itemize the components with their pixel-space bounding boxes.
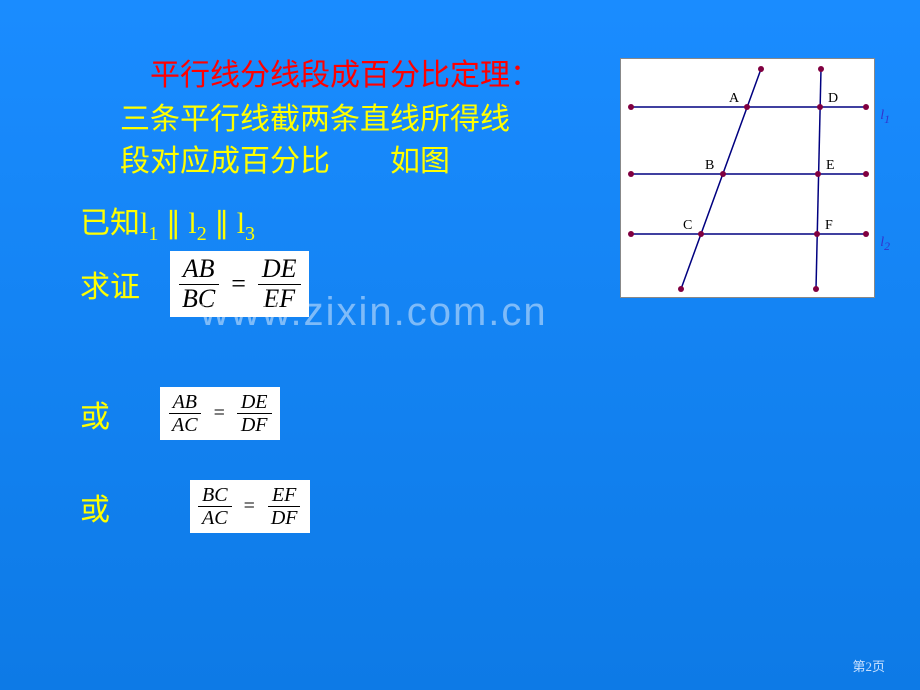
subtitle-line2: 段对应成百分比 如图 xyxy=(120,145,450,178)
equals-sign: = xyxy=(210,402,229,425)
line-label-l2: l2 xyxy=(880,235,890,253)
line-label-l1: l1 xyxy=(880,108,890,126)
prove-label: 求证 xyxy=(80,262,140,306)
eq1-den2: EF xyxy=(259,285,299,314)
svg-text:E: E xyxy=(826,158,835,173)
svg-text:F: F xyxy=(825,218,833,233)
eq2-num1: AB xyxy=(169,391,201,414)
svg-text:A: A xyxy=(729,91,740,106)
or-row-2: 或 BCAC = EFDF xyxy=(80,480,860,533)
equation-1: ABBC = DEEF xyxy=(170,251,309,317)
or-label-2: 或 xyxy=(80,485,110,529)
slide: 平行线分线段成百分比定理： 三条平行线截两条直线所得线 段对应成百分比 如图 已… xyxy=(0,0,920,690)
eq1-den1: BC xyxy=(178,285,219,314)
svg-text:B: B xyxy=(705,158,714,173)
eq3-num1: BC xyxy=(198,484,232,507)
subtitle-line1: 三条平行线截两条直线所得线 xyxy=(120,103,510,136)
equation-3: BCAC = EFDF xyxy=(190,480,310,533)
equals-sign: = xyxy=(240,495,259,518)
parallel-lines-diagram: A D B E C F xyxy=(620,58,875,298)
eq3-num2: EF xyxy=(268,484,300,507)
svg-text:C: C xyxy=(683,218,692,233)
eq2-den1: AC xyxy=(168,414,202,436)
eq2-num2: DE xyxy=(237,391,272,414)
equals-sign: = xyxy=(227,269,250,299)
eq3-den2: DF xyxy=(267,507,302,529)
or-label-1: 或 xyxy=(80,392,110,436)
eq3-den1: AC xyxy=(198,507,232,529)
given-label: 已知 xyxy=(80,207,140,240)
page-number: 第2页 xyxy=(852,656,885,675)
or-row-1: 或 ABAC = DEDF xyxy=(80,387,860,440)
eq1-num1: AB xyxy=(179,255,219,285)
eq1-num2: DE xyxy=(258,255,301,285)
svg-text:D: D xyxy=(828,91,838,106)
diagram-svg: A D B E C F xyxy=(621,59,876,299)
eq2-den2: DF xyxy=(237,414,272,436)
equation-2: ABAC = DEDF xyxy=(160,387,280,440)
